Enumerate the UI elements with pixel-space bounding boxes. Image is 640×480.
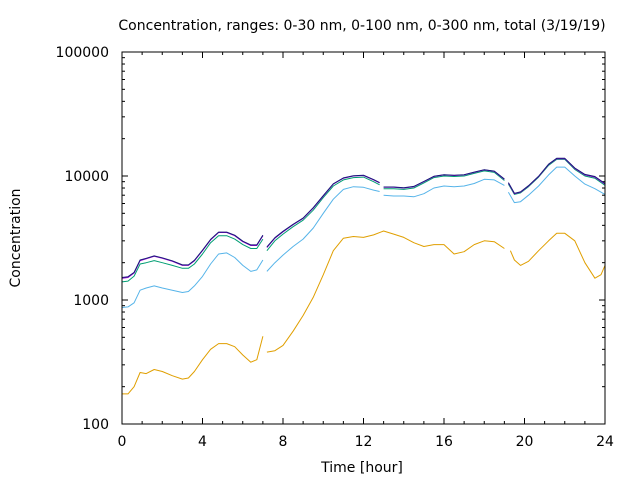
x-tick-label: 4: [198, 434, 207, 450]
series-1-segment: [122, 336, 264, 395]
plot-frame: [121, 51, 606, 425]
series-5-segment: [383, 169, 505, 189]
axis-ticks: 0 4 8 12 16 20 24 100 1000 10000 100000: [56, 45, 614, 450]
y-tick-label: 1000: [73, 293, 109, 309]
series-2-segment: [507, 166, 606, 204]
series-4-segment: [121, 232, 264, 279]
series-1-segment: [266, 230, 505, 353]
series-3-segment: [383, 170, 505, 190]
series-5-segment: [121, 231, 264, 278]
series-line-3: [121, 158, 606, 283]
x-tick-label: 16: [435, 434, 453, 450]
series-5-segment: [266, 174, 380, 248]
x-tick-label: 0: [118, 434, 127, 450]
series-2-segment: [383, 178, 505, 198]
series-2-segment: [121, 252, 264, 308]
series-line-2: [121, 166, 606, 308]
y-axis-label: Concentration: [8, 188, 24, 287]
x-tick-label: 12: [355, 434, 373, 450]
y-tick-label: 100: [82, 417, 109, 433]
series-line-1: [122, 230, 606, 395]
series-line-5: [121, 157, 606, 278]
x-tick-label: 24: [596, 434, 614, 450]
series-3-segment: [121, 235, 264, 283]
chart-title: Concentration, ranges: 0-30 nm, 0-100 nm…: [118, 18, 605, 34]
x-axis-label: Time [hour]: [320, 460, 403, 476]
series-4-segment: [507, 158, 606, 195]
series-2-segment: [266, 186, 380, 272]
x-tick-label: 8: [279, 434, 288, 450]
y-tick-label: 100000: [56, 45, 109, 61]
series-5-segment: [507, 157, 606, 194]
series-4-segment: [266, 175, 380, 248]
series-3-segment: [507, 158, 606, 195]
series-3-segment: [266, 176, 380, 252]
y-tick-label: 10000: [64, 169, 109, 185]
plot-area: [121, 157, 606, 395]
series-1-segment: [509, 232, 606, 279]
x-tick-label: 20: [516, 434, 534, 450]
